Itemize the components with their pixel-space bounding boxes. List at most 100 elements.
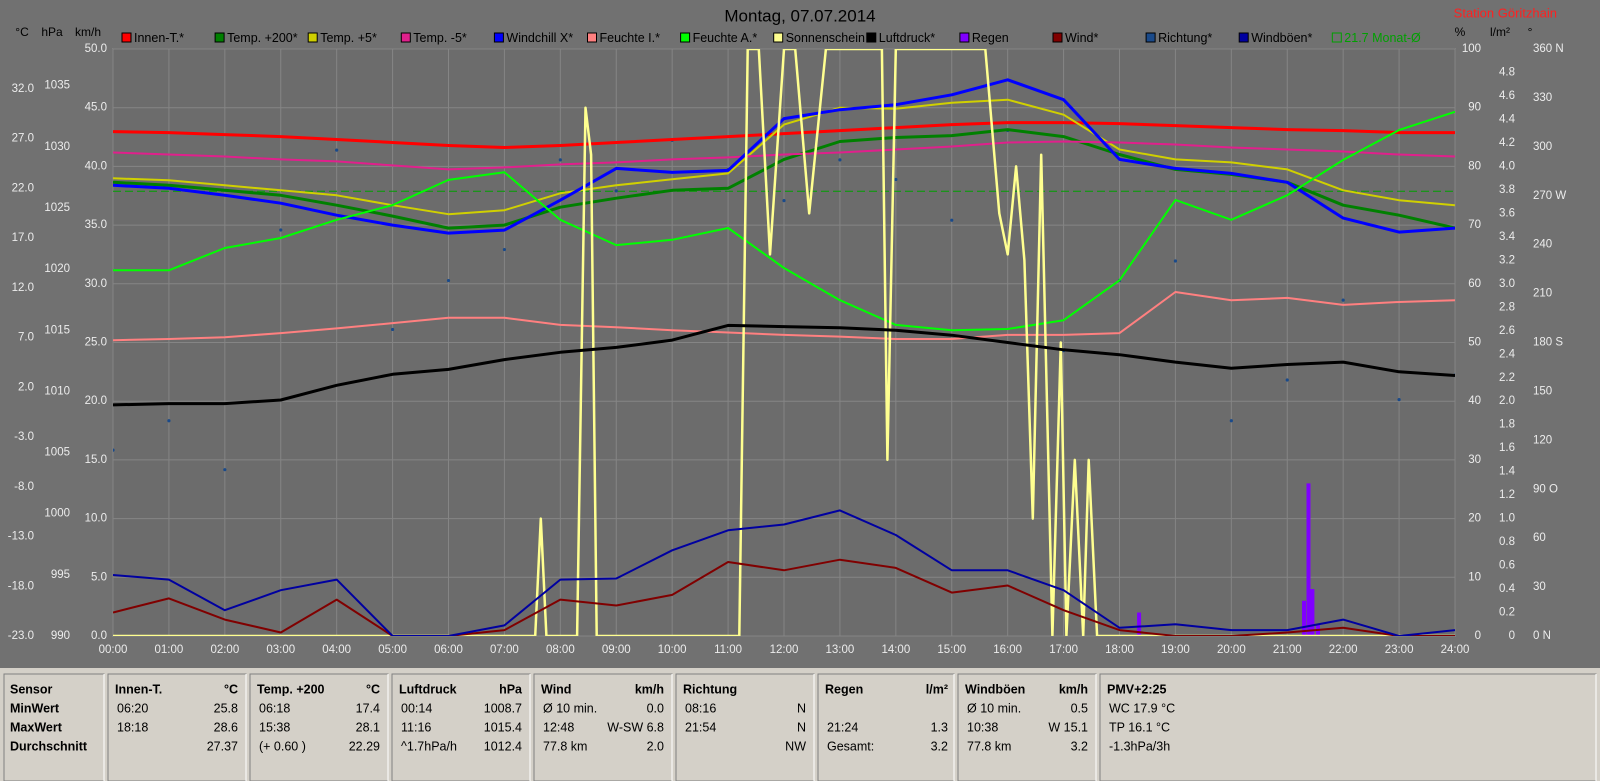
table-panel [1099, 673, 1597, 781]
legend-label: Richtung* [1158, 31, 1212, 45]
table-panel [249, 673, 389, 781]
data-line [113, 140, 1455, 171]
table-panel [533, 673, 673, 781]
column-title: Innen-T. [115, 682, 162, 696]
column-unit: hPa [499, 682, 523, 696]
y-tick-label: 1.4 [1499, 466, 1516, 478]
x-tick-label: 15:00 [937, 644, 966, 656]
legend-label: Temp. -5* [413, 31, 467, 45]
y-tick-label: 2.0 [1499, 395, 1515, 407]
y-tick-label: 60 [1533, 532, 1546, 544]
y-tick-label: 4.4 [1499, 113, 1516, 125]
y-tick-label: 995 [51, 569, 70, 581]
y-tick-label: 2.4 [1499, 348, 1516, 360]
x-tick-label: 23:00 [1385, 644, 1414, 656]
y-tick-label: 40.0 [85, 160, 107, 172]
legend-swatch [680, 32, 691, 43]
y-tick-label: 20 [1468, 513, 1481, 525]
x-tick-label: 17:00 [1049, 644, 1078, 656]
x-tick-label: 24:00 [1441, 644, 1470, 656]
column-unit: l/m² [926, 682, 948, 696]
legend-label: Feuchte A.* [693, 31, 758, 45]
y-tick-label: 240 [1533, 239, 1552, 251]
table-cell: W-SW 6.8 [607, 720, 664, 734]
row-label: Durchschnitt [10, 739, 88, 753]
y-tick-label: 12.0 [12, 282, 34, 294]
table-cell: 11:16 [401, 720, 431, 734]
legend-swatch [307, 32, 318, 43]
table-cell: 22.29 [349, 739, 380, 753]
y-tick-label: 1035 [44, 80, 70, 92]
data-dot [1341, 298, 1345, 302]
y-tick-label: 2.0 [18, 381, 34, 393]
legend-label: 21.7 Monat-Ø [1344, 31, 1421, 45]
y-tick-label: 5.0 [91, 571, 107, 583]
table-cell: 18:18 [117, 720, 148, 734]
column-title: PMV+2:25 [1107, 682, 1166, 696]
table-cell: 08:16 [685, 701, 716, 715]
table-cell: 1012.4 [484, 739, 522, 753]
column-title: Regen [825, 682, 863, 696]
column-title: Windböen [965, 682, 1025, 696]
rain-bar [1302, 600, 1307, 636]
table-cell: 28.1 [356, 720, 380, 734]
y-tick-label: 70 [1468, 219, 1481, 231]
x-tick-label: 20:00 [1217, 644, 1246, 656]
table-cell: Gesamt: [827, 739, 874, 753]
data-line [113, 558, 1455, 636]
data-line [113, 121, 1455, 149]
y-axis-label: ° [1528, 25, 1533, 39]
data-dot [279, 228, 283, 232]
x-tick-label: 02:00 [210, 644, 239, 656]
data-dot [390, 327, 395, 332]
column-unit: km/h [1059, 682, 1088, 696]
column-title: Luftdruck [399, 682, 457, 696]
x-tick-label: 18:00 [1105, 644, 1134, 656]
table-cell: N [797, 720, 806, 734]
legend-swatch [400, 32, 411, 43]
data-dot [1229, 419, 1233, 423]
y-tick-label: 4.0 [1499, 160, 1515, 172]
table-cell: NW [785, 739, 806, 753]
legend-swatch [1145, 32, 1156, 43]
y-tick-label: 1015 [44, 324, 70, 336]
sensor-header: Sensor [10, 682, 53, 696]
y-tick-label: 3.6 [1499, 207, 1515, 219]
y-tick-label: 80 [1468, 160, 1481, 172]
legend-label: Feuchte I.* [600, 31, 661, 45]
summary-table: Sensor MinWert MaxWert Durchschnitt Innen-T.… [3, 673, 1597, 781]
y-tick-label: 330 [1533, 92, 1552, 104]
table-cell: Ø 10 min. [967, 701, 1021, 715]
data-line [113, 509, 1455, 636]
legend-label: Innen-T.* [134, 31, 184, 45]
y-tick-label: -23.0 [8, 630, 34, 642]
data-dot [446, 278, 451, 283]
x-tick-label: 06:00 [434, 644, 463, 656]
legend-label: Luftdruck* [879, 31, 935, 45]
table-panel [817, 673, 955, 781]
y-tick-label: 2.2 [1499, 372, 1515, 384]
y-tick-label: 1020 [44, 263, 70, 275]
data-dot [1285, 378, 1289, 382]
data-dot [223, 468, 227, 472]
y-tick-label: 0 N [1533, 630, 1551, 642]
y-tick-label: 150 [1533, 385, 1552, 397]
table-cell: TP 16.1 °C [1109, 720, 1170, 734]
legend-swatch [1052, 32, 1063, 43]
table-cell: 10:38 [967, 720, 998, 734]
table-cell: -1.3hPa/3h [1109, 739, 1170, 753]
x-tick-label: 08:00 [546, 644, 575, 656]
y-tick-label: 22.0 [12, 182, 34, 194]
legend-label: Temp. +5* [320, 31, 377, 45]
y-tick-label: 90 O [1533, 483, 1558, 495]
rain-bar [1306, 483, 1311, 636]
data-dot [113, 448, 115, 452]
table-cell: 17.4 [356, 701, 380, 715]
legend-swatch [214, 32, 225, 43]
table-cell: 77.8 km [543, 739, 587, 753]
data-dot [335, 148, 339, 152]
y-tick-label: 35.0 [85, 219, 107, 231]
x-tick-label: 22:00 [1329, 644, 1358, 656]
